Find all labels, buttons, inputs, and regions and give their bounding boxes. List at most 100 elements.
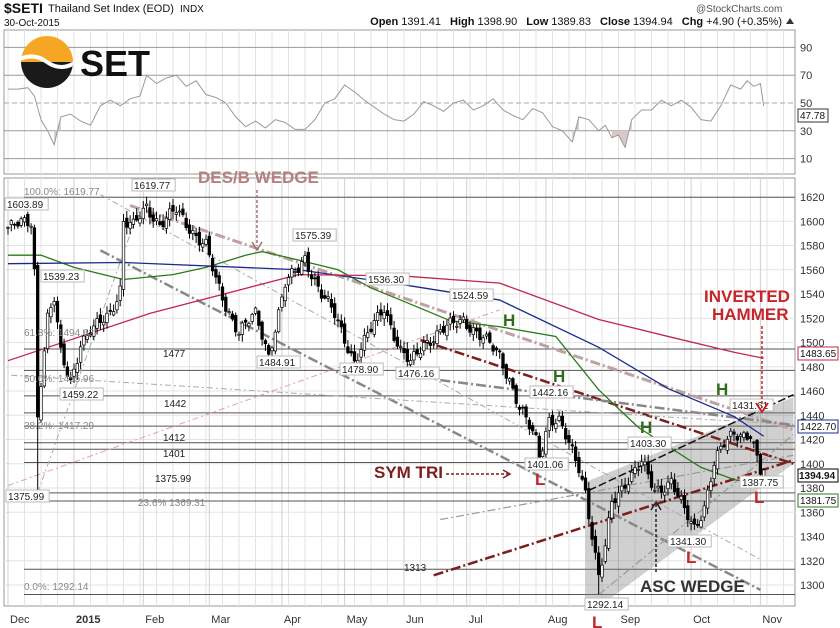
x-tick-label: Aug [548, 614, 568, 626]
candle-body [758, 453, 763, 475]
candle-body [303, 255, 307, 264]
price-tick-label: 1460 [800, 386, 824, 398]
candle-body [719, 445, 723, 450]
candle-body [448, 317, 452, 325]
level-labels: 1477 1442 1412 1401 1375.99 1313 [155, 349, 427, 574]
candle-body [517, 406, 522, 410]
candle-body [682, 495, 687, 509]
candle-body [465, 319, 469, 329]
candle-body [379, 309, 383, 316]
candle-body [78, 346, 83, 363]
candle-body [422, 342, 426, 352]
candle-body [217, 275, 221, 284]
price-point-label: 1603.89 [7, 200, 44, 211]
candle-body [705, 489, 710, 509]
candle-body [52, 301, 56, 306]
logo-text: SET [80, 43, 150, 84]
candle-body [253, 307, 258, 314]
candle-body [630, 471, 634, 482]
candle-body [237, 333, 241, 336]
candle-body [181, 208, 185, 216]
low-label: Low [526, 16, 548, 28]
low-marker: L [686, 548, 696, 567]
candle-body [488, 332, 492, 343]
candle-body [194, 232, 198, 237]
price-tick-label: 1360 [800, 507, 824, 519]
candle-body [290, 268, 294, 278]
ma-short-tag: 1381.75 [800, 496, 837, 507]
candle-body [313, 277, 317, 280]
candle-body [372, 320, 376, 335]
asc-wedge-region [585, 397, 794, 605]
price-label-box [584, 597, 629, 611]
price-label-box [667, 534, 712, 548]
candle-body [593, 535, 598, 553]
watermark: @StockCharts.com [696, 4, 782, 15]
chg-value: +4.90 (+0.35%) [706, 16, 782, 28]
candle-body [672, 479, 677, 493]
candle-body [415, 348, 419, 355]
fib-label: 61.8%: 1494.62 [24, 328, 94, 339]
candle-body [306, 251, 310, 272]
candle-body [626, 484, 631, 492]
price-tick-label: 1400 [800, 459, 824, 471]
candle-body [524, 406, 528, 418]
candle-body [729, 430, 733, 437]
candle-body [286, 277, 291, 286]
price-point-label: 1484.91 [259, 358, 296, 369]
price-tick-label: 1600 [800, 216, 824, 228]
candle-body [405, 348, 409, 362]
candle-body [600, 564, 604, 578]
price-point-label: 1476.16 [398, 369, 435, 380]
price-tick-label: 1300 [800, 580, 824, 592]
high-label: High [450, 16, 475, 28]
candle-body [507, 378, 512, 382]
candle-body [461, 316, 466, 321]
candle-body [511, 378, 515, 389]
candle-body [39, 386, 43, 421]
x-tick-label: Oct [693, 614, 710, 626]
fib-label: 100.0%: 1619.77 [24, 187, 100, 198]
candle-body [32, 227, 37, 270]
candle-body [669, 478, 673, 485]
candle-body [247, 323, 251, 327]
candle-body [131, 218, 136, 225]
candle-body [118, 285, 122, 301]
x-tick-label: Mar [211, 614, 230, 626]
price-point-label: 1375.99 [8, 492, 45, 503]
triangle-up-icon [786, 18, 794, 24]
exchange: INDX [180, 4, 204, 15]
candle-body [646, 461, 650, 475]
candle-body [560, 415, 565, 426]
candle-body [362, 335, 367, 351]
low-marker: L [592, 613, 602, 628]
candle-body [481, 337, 485, 344]
arrow-head-icon [650, 500, 662, 511]
price-label-box [739, 475, 784, 489]
candle-body [573, 446, 578, 461]
candle-body [26, 213, 30, 227]
price-label-box [449, 288, 494, 302]
candle-body [85, 335, 89, 340]
candle-body [633, 467, 637, 474]
chg-label: Chg [682, 16, 703, 28]
candle-body [732, 431, 736, 435]
candle-body [177, 210, 182, 213]
candle-body [709, 481, 713, 491]
candle-body [224, 296, 228, 312]
candle-body [214, 269, 218, 278]
candle-body [504, 364, 508, 379]
price-label-box [5, 489, 50, 503]
candle-body [121, 221, 126, 290]
x-tick-label: Jun [406, 614, 424, 626]
head-marker: H [553, 367, 565, 386]
candle-body [408, 360, 413, 366]
candle-body [550, 414, 555, 426]
candle-body [158, 221, 162, 225]
candle-body [494, 347, 499, 351]
point-labels: 1603.89 1619.77 1575.39 1539.23 1536.30 1524.… [4, 178, 784, 611]
price-tick-label: 1340 [800, 532, 824, 544]
candle-body [435, 330, 439, 344]
candle-body [9, 220, 13, 225]
